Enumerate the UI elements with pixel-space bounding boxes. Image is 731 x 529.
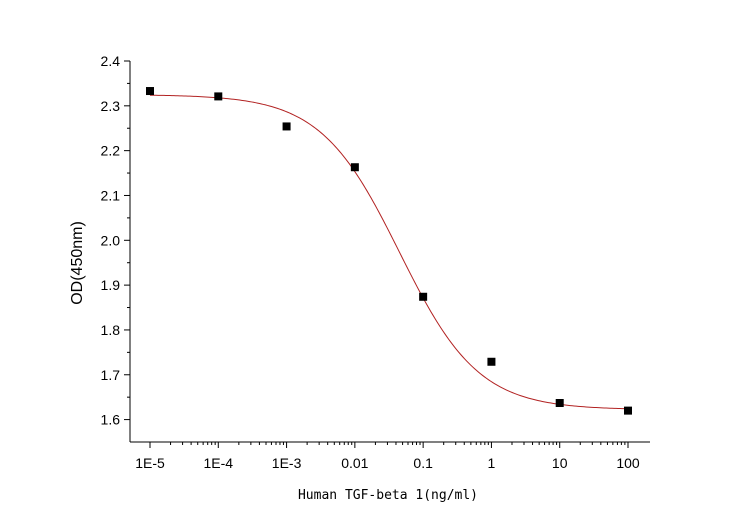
x-tick-label: 1E-5	[135, 455, 165, 471]
data-point	[350, 163, 359, 172]
y-tick-label: 1.7	[101, 367, 121, 383]
y-tick-label: 2.0	[101, 232, 121, 248]
data-point	[146, 87, 154, 96]
x-tick-label: 0.1	[413, 455, 433, 471]
data-point	[282, 122, 291, 131]
y-tick-label: 1.8	[101, 322, 121, 338]
y-tick-label: 2.3	[101, 98, 121, 114]
y-tick-label: 1.9	[101, 277, 121, 293]
x-ticks-layer: 1E-5 1E-4 1E-3 0.01 0.1 1 10 100	[135, 442, 640, 471]
x-tick-label: 10	[552, 455, 568, 471]
axes-layer	[129, 61, 650, 443]
data-point	[487, 357, 496, 366]
x-tick-label: 1E-3	[272, 455, 302, 471]
data-point	[214, 92, 223, 101]
x-tick-label: 1	[488, 455, 496, 471]
x-tick-label: 100	[616, 455, 640, 471]
x-tick-label: 0.01	[341, 455, 368, 471]
x-axis-title: Human TGF-beta 1(ng/ml)	[298, 488, 478, 503]
data-point	[624, 406, 632, 415]
y-tick-label: 2.4	[101, 53, 121, 69]
x-tick-label: 1E-4	[203, 455, 233, 471]
fit-curve-line	[149, 94, 629, 410]
y-axis-title: OD(450nm)	[69, 221, 86, 305]
y-tick-label: 2.2	[101, 143, 121, 159]
y-ticks-layer: 1.6 1.7 1.8 1.9 2.0 2.1 2.2 2.3 2.4	[101, 53, 130, 428]
y-tick-label: 2.1	[101, 187, 121, 203]
fit-curve-layer	[149, 94, 629, 410]
data-points-layer	[146, 87, 632, 415]
y-tick-label: 1.6	[101, 412, 121, 428]
data-point	[555, 399, 564, 408]
data-point	[419, 292, 428, 301]
